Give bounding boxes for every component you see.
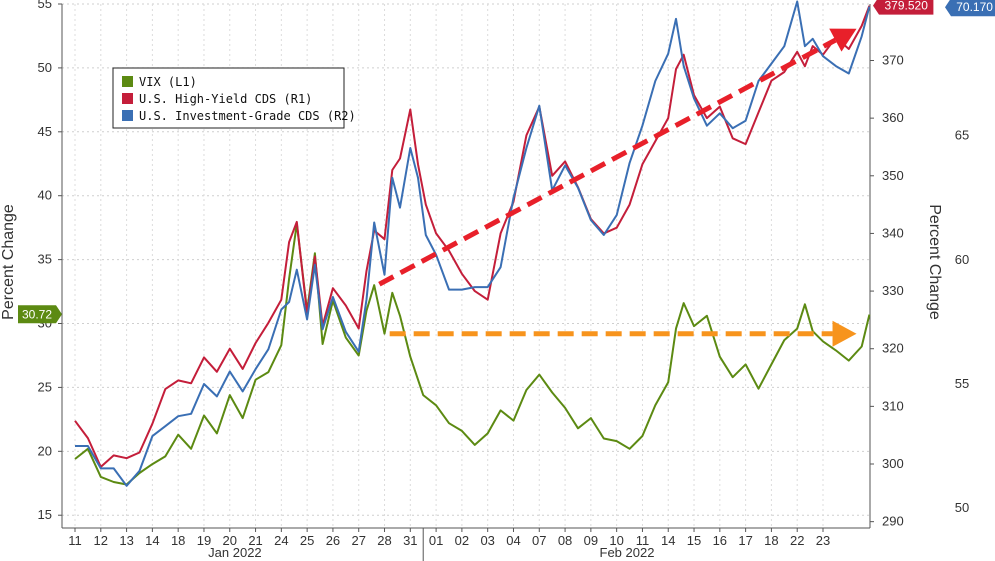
y-r1-tick-label: 340 <box>882 225 904 240</box>
x-tick-label: 18 <box>764 533 778 548</box>
x-tick-label: 02 <box>455 533 469 548</box>
x-tick-label: 22 <box>790 533 804 548</box>
y-r2-tick-label: 60 <box>955 252 969 267</box>
x-tick-label: 13 <box>119 533 133 548</box>
y-axis-right-title: Percent Change <box>926 204 943 320</box>
x-tick-label: 20 <box>223 533 237 548</box>
x-tick-label: 18 <box>171 533 185 548</box>
last-value-badge <box>873 0 934 15</box>
legend-label: U.S. High-Yield CDS (R1) <box>139 92 312 106</box>
gridlines <box>61 3 871 529</box>
y-r2-tick-label: 65 <box>955 128 969 143</box>
y-r1-tick-label: 320 <box>882 341 904 356</box>
x-tick-label: 16 <box>713 533 727 548</box>
y-left-tick-label: 50 <box>38 60 52 75</box>
y-left-tick-label: 40 <box>38 188 52 203</box>
series-line-r2 <box>75 0 871 487</box>
last-value-badge <box>18 305 62 324</box>
x-tick-label: 01 <box>429 533 443 548</box>
x-tick-label: 08 <box>558 533 572 548</box>
x-tick-label: 14 <box>145 533 159 548</box>
legend-label: VIX (L1) <box>139 75 197 89</box>
x-tick-label: 15 <box>687 533 701 548</box>
series-line-left <box>74 222 871 486</box>
legend-swatch <box>122 110 133 121</box>
left-axis: 152025303540455055 <box>38 0 62 522</box>
y-r1-tick-label: 360 <box>882 110 904 125</box>
y-r2-tick-label: 55 <box>955 376 969 391</box>
x-tick-label: 09 <box>584 533 598 548</box>
x-tick-label: 31 <box>403 533 417 548</box>
trend-arrow-shaft <box>378 37 837 287</box>
last-value-label: 30.72 <box>22 307 52 321</box>
y-r1-tick-label: 310 <box>882 398 904 413</box>
x-tick-label: 25 <box>300 533 314 548</box>
y-left-tick-label: 45 <box>38 124 52 139</box>
x-tick-label: 26 <box>326 533 340 548</box>
right-axis-r2: 50 55 60 65 <box>955 128 969 516</box>
last-value-badges: 30.72 379.520 70.170 <box>18 0 995 324</box>
x-tick-label: 19 <box>197 533 211 548</box>
x-tick-label: 17 <box>738 533 752 548</box>
series-lines <box>74 0 871 487</box>
y-r1-tick-label: 300 <box>882 456 904 471</box>
trend-arrows <box>378 28 857 347</box>
series-line-r1 <box>74 5 871 468</box>
y-r1-tick-label: 290 <box>882 514 904 529</box>
right-axis-r1: 290 300 310 320 330 340 350 360 370 <box>870 52 904 529</box>
last-value-label: 70.170 <box>956 0 993 14</box>
x-tick-label: 27 <box>351 533 365 548</box>
x-tick-label: 24 <box>274 533 288 548</box>
x-tick-label: 14 <box>661 533 675 548</box>
legend-swatch <box>122 93 133 104</box>
legend-box <box>112 67 345 129</box>
x-tick-label: 11 <box>68 533 82 548</box>
x-tick-label: 28 <box>377 533 391 548</box>
legend: VIX (L1) U.S. High-Yield CDS (R1) U.S. Inv… <box>112 67 356 129</box>
y-left-tick-label: 15 <box>38 507 52 522</box>
y-axis-left-title: Percent Change <box>0 204 17 320</box>
y-r1-tick-label: 330 <box>882 283 904 298</box>
month-label: Jan 2022 <box>208 545 262 560</box>
y-left-tick-label: 55 <box>38 0 52 11</box>
trend-arrow-head <box>829 28 857 52</box>
x-tick-label: 07 <box>532 533 546 548</box>
last-value-badge <box>945 0 995 17</box>
x-tick-label: 11 <box>636 533 650 548</box>
legend-swatch <box>122 76 133 87</box>
x-tick-label: 21 <box>248 533 262 548</box>
x-tick-label: 12 <box>94 533 108 548</box>
y-r1-tick-label: 370 <box>882 52 904 67</box>
x-tick-label: 10 <box>609 533 623 548</box>
trend-arrow-head <box>832 320 857 347</box>
month-label: Feb 2022 <box>600 545 655 560</box>
y-r2-tick-label: 50 <box>955 500 969 515</box>
y-left-tick-label: 25 <box>38 379 52 394</box>
y-r1-tick-label: 350 <box>882 168 904 183</box>
last-value-label: 379.520 <box>885 0 929 13</box>
legend-label: U.S. Investment-Grade CDS (R2) <box>139 109 356 123</box>
x-tick-label: 23 <box>816 533 830 548</box>
x-tick-label: 03 <box>480 533 494 548</box>
y-left-tick-label: 20 <box>38 443 52 458</box>
x-tick-label: 04 <box>506 533 520 548</box>
x-axis: 11 12 13 14 18 19 20 21 24 25 26 27 28 31 01 02 03 04 07 08… <box>68 528 830 561</box>
y-left-tick-label: 35 <box>38 252 52 267</box>
